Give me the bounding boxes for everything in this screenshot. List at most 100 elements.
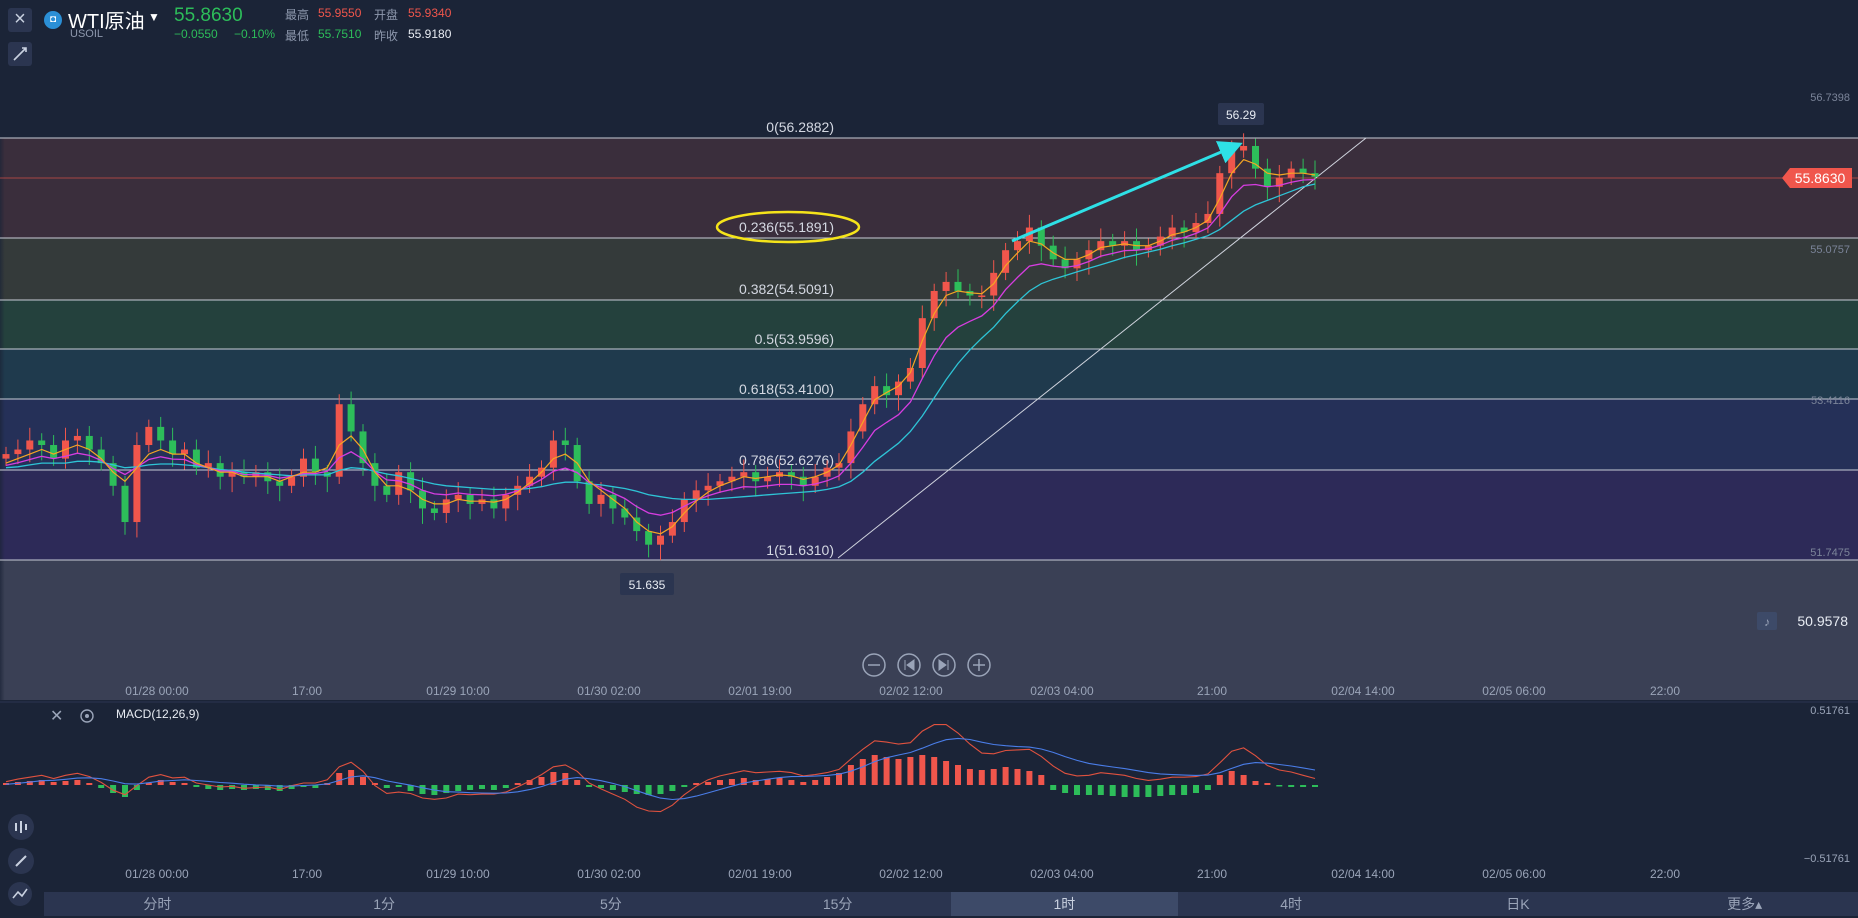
- chart-type-icon[interactable]: [8, 882, 32, 906]
- macd-bar: [50, 782, 57, 785]
- symbol-logo-icon: ◘: [44, 11, 62, 29]
- macd-bar: [467, 785, 474, 790]
- highlight-ellipse: [715, 210, 861, 244]
- macd-bar: [764, 779, 771, 785]
- candle-body: [906, 367, 914, 382]
- macd-bar: [1288, 785, 1295, 787]
- macd-bar: [1312, 785, 1318, 787]
- drawing-tool-icon[interactable]: [8, 42, 32, 66]
- candle-body: [73, 435, 81, 441]
- tab-4hour[interactable]: 4时: [1280, 896, 1303, 912]
- macd-bar: [1276, 785, 1283, 787]
- low-label: 最低: [285, 29, 310, 43]
- candle-body: [395, 472, 403, 495]
- candle-body: [1216, 173, 1224, 214]
- time-axis-main: 01/28 00:00 17:00 01/29 10:00 01/30 02:00 02…: [125, 684, 1680, 698]
- macd-bar: [479, 785, 485, 789]
- candle-body: [942, 281, 950, 291]
- macd-bar: [1252, 781, 1259, 785]
- pen-icon[interactable]: [8, 848, 34, 874]
- candle-body: [895, 381, 902, 396]
- macd-pane: [0, 702, 1858, 890]
- macd-bar: [669, 785, 676, 791]
- candle-body: [26, 440, 34, 450]
- macd-bar: [717, 780, 723, 785]
- symbol-name[interactable]: WTI原油: [68, 11, 145, 33]
- macd-bar: [1050, 785, 1057, 790]
- time-axis-macd: 01/28 00:00 17:00 01/29 10:00 01/30 02:00 02…: [125, 867, 1680, 881]
- fib-label-0: 0(56.2882): [766, 119, 834, 135]
- candle-body: [930, 290, 938, 319]
- tab-1hour[interactable]: 1时: [951, 892, 1178, 916]
- macd-bar: [740, 778, 747, 785]
- alert-price: 50.9578: [1797, 613, 1848, 629]
- zoom-out-icon[interactable]: [862, 653, 886, 677]
- macd-bar: [943, 761, 950, 785]
- zoom-controls[interactable]: [862, 653, 991, 677]
- tab-1min[interactable]: 1分: [373, 896, 396, 912]
- tab-15min[interactable]: 15分: [822, 896, 853, 912]
- macd-bar: [824, 777, 831, 785]
- price-change: −0.0550: [174, 27, 218, 41]
- zoom-in-icon[interactable]: [967, 653, 991, 677]
- candle-body: [764, 476, 772, 482]
- tab-daily[interactable]: 日K: [1506, 896, 1530, 912]
- macd-bar: [836, 773, 842, 785]
- candle-body: [799, 476, 807, 486]
- macd-bar: [871, 755, 878, 785]
- candle-body: [276, 481, 284, 486]
- macd-bar: [931, 757, 938, 785]
- tab-timeshare[interactable]: 分时: [143, 896, 172, 912]
- tab-5min[interactable]: 5分: [599, 896, 622, 912]
- macd-bottom-value: −0.51761: [1804, 853, 1850, 865]
- fib-band-0: [0, 138, 1858, 238]
- ma-fast-line: [5, 158, 1316, 535]
- fib-lines: [0, 137, 1858, 561]
- macd-bar: [574, 780, 581, 785]
- macd-bar: [883, 757, 890, 785]
- macd-bar: [1181, 785, 1188, 795]
- macd-bar: [38, 780, 45, 785]
- time-axis-label: 01/29 10:00: [426, 867, 490, 881]
- macd-settings-icon[interactable]: [80, 709, 94, 723]
- candle-body: [847, 431, 855, 464]
- macd-bar: [1121, 785, 1128, 797]
- time-axis-label: 02/02 12:00: [879, 684, 943, 698]
- tab-more[interactable]: 更多▴: [1727, 896, 1763, 912]
- price-tick: 56.7398: [1810, 92, 1850, 104]
- candle-body: [1144, 245, 1152, 251]
- macd-bar: [348, 770, 355, 785]
- candle-body: [109, 463, 117, 486]
- macd-bar: [133, 785, 140, 790]
- indicator-icon[interactable]: [8, 814, 34, 840]
- scroll-start-icon[interactable]: [897, 653, 921, 677]
- candle-body: [85, 435, 93, 450]
- chevron-down-icon[interactable]: ▼: [148, 10, 160, 24]
- macd-bar: [26, 781, 33, 785]
- candle-body: [288, 476, 296, 486]
- price-tick: 51.7475: [1810, 547, 1850, 559]
- candle-body: [335, 404, 343, 477]
- close-button[interactable]: ×: [8, 8, 32, 32]
- macd-bar: [1014, 769, 1021, 785]
- candle-body: [300, 458, 307, 477]
- candle-body: [454, 494, 462, 500]
- macd-bar: [1193, 785, 1199, 793]
- macd-dif-line: [5, 724, 1316, 813]
- candle-body: [347, 404, 355, 432]
- macd-bar: [252, 785, 259, 789]
- macd-bar: [74, 780, 81, 785]
- macd-bar: [752, 780, 759, 785]
- macd-bar: [276, 785, 283, 791]
- candle-body: [871, 386, 879, 405]
- close-macd-icon[interactable]: ✕: [50, 708, 63, 725]
- candle-body: [811, 476, 819, 486]
- macd-bar: [514, 783, 521, 785]
- scroll-end-icon[interactable]: [932, 653, 956, 677]
- macd-bar: [800, 782, 807, 785]
- open-value: 55.9340: [408, 6, 452, 20]
- prev-close-value: 55.9180: [408, 27, 452, 41]
- alert-bell-icon[interactable]: [1757, 612, 1777, 630]
- fib-label-1: 1(51.6310): [766, 542, 834, 558]
